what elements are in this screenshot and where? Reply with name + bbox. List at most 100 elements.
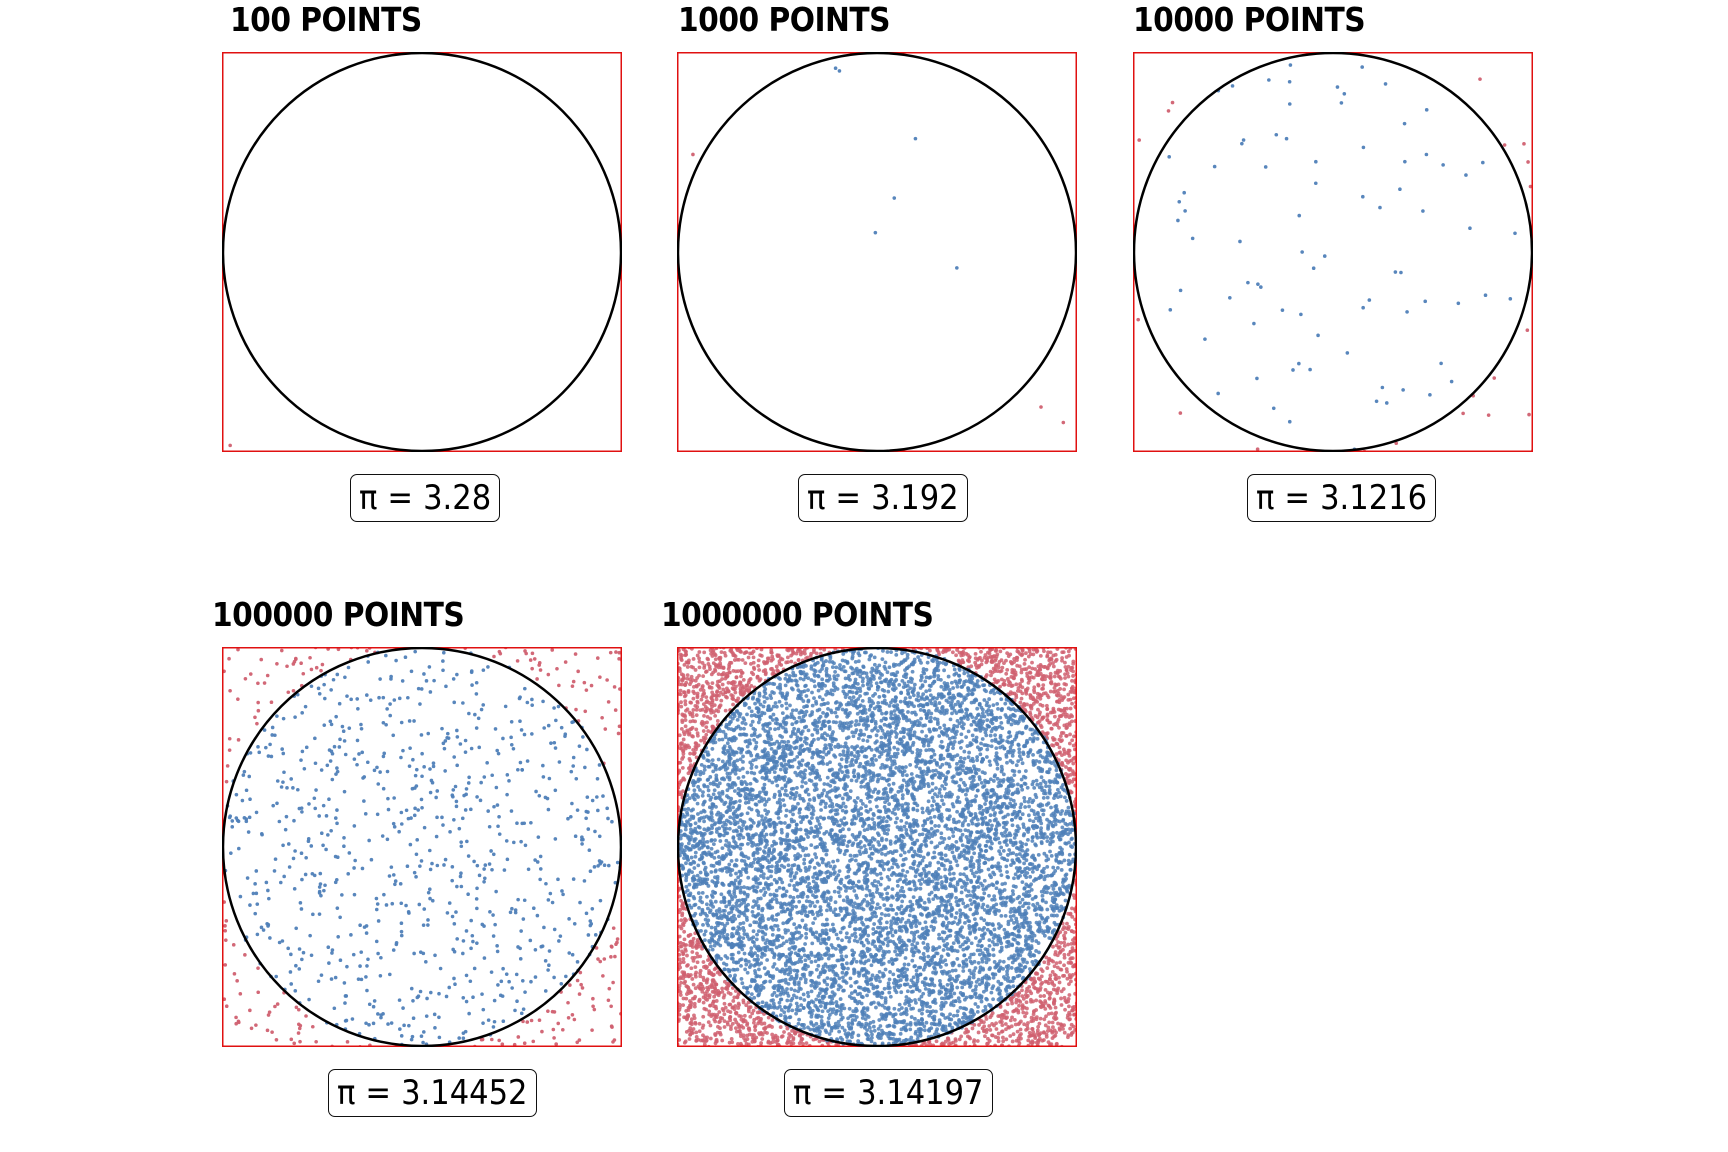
inside-point [876, 840, 881, 844]
inside-point [482, 879, 486, 884]
outside-point [1062, 952, 1067, 957]
inside-point [452, 755, 456, 759]
inside-point [1183, 209, 1187, 213]
inside-point [304, 745, 309, 750]
inside-point [323, 883, 327, 888]
outside-point [1031, 981, 1036, 985]
outside-point [682, 937, 687, 942]
inside-point [702, 815, 706, 820]
inside-point [343, 1001, 347, 1005]
inside-point [955, 903, 960, 908]
inside-point [998, 982, 1003, 987]
inside-point [458, 874, 463, 879]
inside-point [564, 974, 568, 979]
outside-point [535, 677, 539, 681]
outside-point [617, 724, 622, 729]
inside-point [388, 713, 393, 718]
outside-point [789, 653, 794, 658]
inside-point [399, 822, 404, 826]
inside-point [391, 733, 396, 738]
outside-point [677, 957, 682, 962]
inside-point [745, 892, 750, 897]
inside-point [452, 818, 456, 822]
inside-point [740, 720, 745, 725]
inside-point [801, 677, 806, 682]
inside-point [229, 851, 233, 855]
inside-point [388, 972, 392, 977]
inside-point [329, 977, 334, 981]
inside-point [309, 684, 314, 689]
inside-point [362, 799, 366, 803]
pi-symbol: π [807, 478, 826, 518]
inside-point [474, 897, 479, 901]
inside-point [515, 999, 519, 1004]
outside-point [556, 1021, 561, 1026]
inside-point [1360, 65, 1364, 69]
outside-point [568, 983, 572, 987]
outside-point [704, 732, 709, 737]
outside-point [225, 764, 230, 768]
inside-point [702, 861, 706, 866]
inside-point [955, 266, 959, 270]
inside-point [502, 868, 507, 872]
outside-point [314, 1039, 318, 1044]
inside-point [889, 903, 894, 908]
inside-point [381, 754, 386, 759]
outside-point [1030, 1027, 1035, 1031]
inside-point [755, 932, 759, 937]
inside-point [346, 665, 351, 670]
inside-point [702, 840, 707, 844]
inside-point [769, 874, 773, 879]
inside-point [289, 952, 293, 957]
inside-point [270, 725, 275, 730]
inside-point [317, 691, 322, 696]
inside-point [862, 784, 867, 789]
outside-point [294, 1005, 299, 1010]
inside-point [335, 769, 340, 774]
inside-point [434, 834, 439, 839]
inside-point [777, 797, 782, 802]
inside-point [957, 963, 962, 968]
inside-point [293, 715, 297, 719]
inside-point [815, 660, 820, 665]
inside-point [1051, 887, 1056, 891]
inside-point [471, 995, 475, 1000]
inside-point [393, 882, 397, 887]
inside-point [812, 865, 817, 870]
inside-point [389, 865, 394, 869]
inside-point [494, 785, 499, 790]
inside-point [942, 786, 947, 791]
outside-point [571, 679, 576, 684]
inside-point [871, 844, 875, 849]
inside-point [359, 977, 364, 982]
inside-point [482, 867, 486, 871]
inside-point [569, 814, 573, 819]
inside-point [575, 808, 580, 812]
inside-point [586, 933, 591, 937]
outside-point [605, 678, 609, 682]
inside-point [404, 808, 409, 813]
inside-point [577, 744, 582, 748]
outside-point [691, 982, 696, 987]
inside-point [474, 726, 479, 730]
inside-point [939, 1007, 944, 1011]
inside-point [1026, 754, 1030, 759]
inside-point [526, 867, 531, 872]
outside-point [1066, 649, 1071, 654]
inside-point [1026, 838, 1030, 842]
outside-point [1070, 1008, 1074, 1013]
inside-point [833, 66, 838, 70]
inside-point [972, 969, 976, 973]
inside-point [553, 837, 558, 841]
inside-point [266, 888, 270, 893]
inside-point [325, 763, 330, 768]
inside-point [435, 815, 439, 820]
inside-point [710, 947, 715, 952]
outside-point [682, 929, 687, 934]
inside-point [441, 741, 446, 746]
inside-point [595, 795, 599, 799]
inside-point [244, 817, 249, 821]
outside-point [608, 650, 613, 655]
inside-point [379, 955, 383, 960]
inside-point [525, 759, 530, 763]
